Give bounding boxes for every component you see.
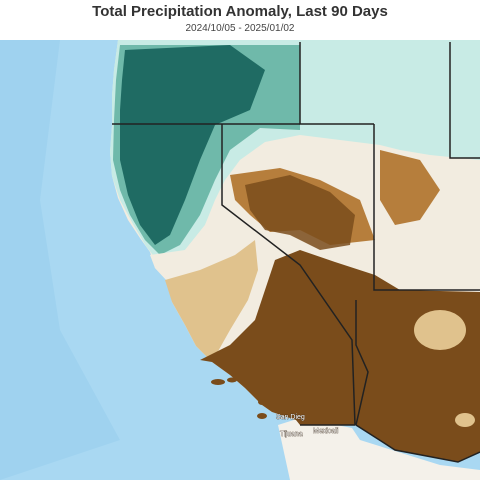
dry-strong-nevada [245,175,355,250]
border-or-id [299,42,374,125]
mexico-land [278,418,480,480]
wet-region-northeast [300,42,480,110]
wet-region-core [120,45,265,245]
map-canvas[interactable]: San Dieg Tijuana Mexicali [0,40,480,480]
map-title: Total Precipitation Anomaly, Last 90 Day… [92,3,388,20]
border-az-ca-mexico [355,300,480,463]
date-range: 2024/10/05 - 2025/01/02 [185,23,295,34]
map-svg[interactable]: San Dieg Tijuana Mexicali [0,40,480,480]
channel-island-4 [257,413,267,419]
state-borders [112,42,480,463]
channel-island-2 [227,377,237,383]
border-ut-wy [449,42,480,159]
channel-island-1 [211,379,225,385]
label-san-diego: San Dieg [276,414,305,421]
label-mexicali: Mexicali [313,428,339,435]
channel-island-3 [258,399,266,405]
arizona-neutral-patch [414,310,466,350]
dry-light-central-california [165,240,258,362]
arizona-neutral-patch-south [455,413,475,427]
label-tijuana: Tijuana [280,431,303,438]
border-ca-nv [221,124,356,426]
title-block: Total Precipitation Anomaly, Last 90 Day… [0,0,480,40]
border-nv-ut-az [373,124,480,291]
dry-medium-utah [380,150,440,225]
dry-strong-southwest [200,250,480,462]
ocean-deep-area [0,40,120,480]
